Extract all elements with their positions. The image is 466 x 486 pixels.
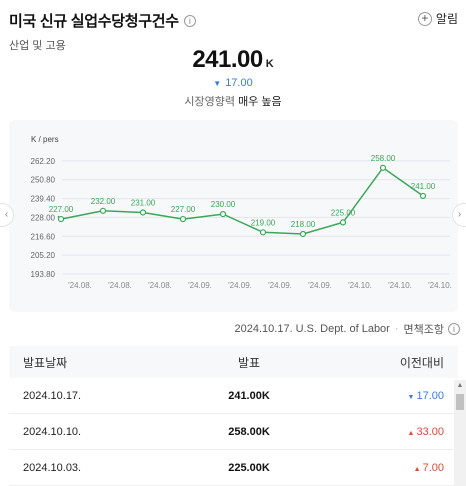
disclaimer-link[interactable]: 면책조항 <box>403 324 444 336</box>
y-tick-label: 193.80 <box>31 270 56 279</box>
data-label: 227.00 <box>49 205 74 214</box>
y-unit-label: K / pers <box>31 135 59 144</box>
indicator-header: 미국 신규 실업수당청구건수 i 산업 및 고용 + 알림 <box>9 10 458 52</box>
table-scrollbar[interactable]: ▲ <box>454 380 466 486</box>
row-change-value: 17.00 <box>416 389 444 402</box>
data-label: 219.00 <box>251 218 276 227</box>
data-label: 258.00 <box>371 154 396 163</box>
change-amount: 17.00 <box>225 77 253 89</box>
x-tick-label: '24.09. <box>228 281 252 290</box>
scroll-up-arrow-icon[interactable]: ▲ <box>456 382 464 389</box>
data-point <box>99 207 107 214</box>
data-label: 241.00 <box>411 182 436 191</box>
row-date: 2024.10.03. <box>23 461 82 474</box>
header-date: 발표날짜 <box>23 355 68 370</box>
row-change: ▲ 33.00 <box>319 426 458 438</box>
table-row: 2024.10.17. 241.00K ▼ 17.00 <box>9 378 458 414</box>
data-point <box>379 164 387 171</box>
data-point <box>57 215 65 223</box>
alert-label: 알림 <box>435 12 458 26</box>
data-point <box>139 209 147 216</box>
header-change: 이전대비 <box>399 355 444 370</box>
data-label: 227.00 <box>171 205 196 214</box>
source-line: 2024.10.17. U.S. Dept. of Labor · 면책조항 i <box>235 321 460 337</box>
row-release: 258.00K <box>228 425 270 438</box>
x-tick-label: '24.10. <box>348 281 372 290</box>
x-tick-label: '24.08. <box>68 281 92 290</box>
disclaimer-info-icon[interactable]: i <box>448 323 460 335</box>
page-title: 미국 신규 실업수당청구건수 i <box>9 10 196 31</box>
row-change-value: 7.00 <box>422 461 444 474</box>
x-tick-label: '24.08. <box>148 281 172 290</box>
alert-button[interactable]: + 알림 <box>417 10 458 27</box>
row-change-value: 33.00 <box>416 425 444 438</box>
source-date: 2024.10.17. U.S. Dept. of Labor <box>234 323 390 335</box>
market-impact: 시장영향력 매우 높음 <box>0 93 466 109</box>
row-date: 2024.10.17. <box>23 389 82 402</box>
info-icon[interactable]: i <box>183 14 196 27</box>
row-release: 225.00K <box>228 461 270 474</box>
x-tick-label: '24.10. <box>388 281 412 290</box>
row-release: 241.00K <box>228 389 270 402</box>
change-value: ▼ 17.00 <box>0 77 466 89</box>
data-point <box>339 219 347 226</box>
data-point <box>419 192 427 200</box>
data-label: 225.00 <box>331 208 356 217</box>
x-tick-label: '24.09. <box>268 281 292 290</box>
impact-value: 매우 높음 <box>238 96 282 108</box>
y-tick-label: 205.20 <box>31 251 56 260</box>
down-triangle-icon: ▼ <box>213 79 222 88</box>
data-point <box>179 215 187 223</box>
impact-label: 시장영향력 <box>184 96 235 108</box>
table-row: 2024.10.03. 225.00K ▲ 7.00 <box>9 450 458 486</box>
table-row: 2024.10.10. 258.00K ▲ 33.00 <box>9 414 458 450</box>
release-table: 발표날짜 발표 이전대비 2024.10.17. 241.00K ▼ 17.00 … <box>9 346 458 486</box>
down-triangle-icon: ▼ <box>407 393 415 401</box>
y-tick-label: 262.20 <box>31 157 56 166</box>
data-label: 230.00 <box>211 200 236 209</box>
line-chart: K / pers 193.80 205.20 216.60 228.00 239.40 25… <box>9 120 458 312</box>
main-unit: K <box>265 58 274 70</box>
series-line <box>60 166 424 235</box>
y-tick-label: 239.40 <box>31 195 56 204</box>
main-value-row: 241.00 K <box>0 46 466 74</box>
data-label: 232.00 <box>91 197 116 206</box>
data-point <box>219 211 227 218</box>
x-tick-label: '24.10. <box>428 281 452 290</box>
x-tick-label: '24.09. <box>188 281 212 290</box>
chart-svg: K / pers 193.80 205.20 216.60 228.00 239.40 25… <box>31 135 452 290</box>
row-change: ▲ 7.00 <box>319 462 458 474</box>
data-label: 218.00 <box>291 220 316 229</box>
data-label: 231.00 <box>131 198 156 207</box>
title-text: 미국 신규 실업수당청구건수 <box>9 13 179 30</box>
table-header: 발표날짜 발표 이전대비 <box>9 346 458 378</box>
main-value: 241.00 <box>192 46 263 73</box>
y-tick-label: 250.80 <box>31 176 56 185</box>
row-date: 2024.10.10. <box>23 425 82 438</box>
separator-dot: · <box>394 323 399 335</box>
summary-block: 241.00 K ▼ 17.00 시장영향력 매우 높음 <box>0 46 466 109</box>
up-triangle-icon: ▲ <box>413 465 421 473</box>
up-triangle-icon: ▲ <box>407 429 415 437</box>
row-change: ▼ 17.00 <box>319 390 458 402</box>
y-tick-label: 216.60 <box>31 232 56 241</box>
x-tick-label: '24.08. <box>108 281 132 290</box>
data-point <box>259 229 267 236</box>
plus-icon: + <box>417 11 432 26</box>
data-point <box>299 230 307 238</box>
scroll-thumb[interactable] <box>456 394 464 410</box>
x-tick-label: '24.09. <box>308 281 332 290</box>
y-tick-label: 228.00 <box>31 213 56 222</box>
header-release: 발표 <box>237 355 261 370</box>
category-label: 산업 및 고용 <box>9 40 66 52</box>
